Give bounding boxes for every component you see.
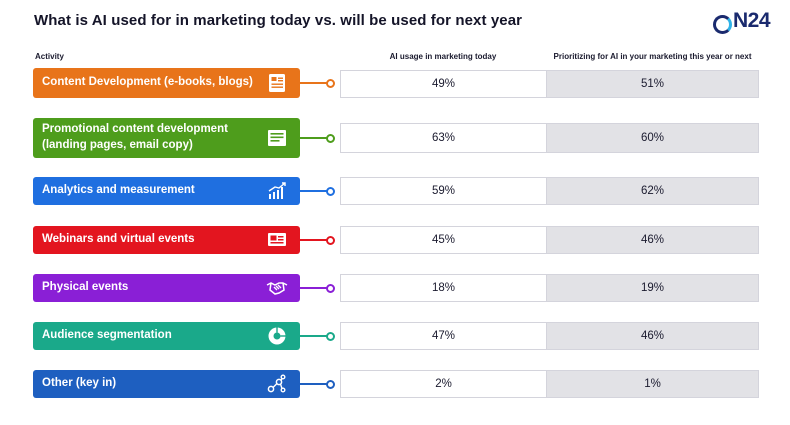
row-connector-dot — [326, 379, 335, 389]
value-next: 62% — [546, 177, 759, 205]
chart-title: What is AI used for in marketing today v… — [34, 12, 523, 29]
bar-chart-icon — [266, 180, 288, 202]
row-connector — [300, 335, 330, 337]
activity-label-box: Webinars and virtual events — [33, 226, 300, 254]
value-today: 63% — [340, 123, 546, 153]
pie-chart-icon — [266, 325, 288, 347]
activity-label-box: Physical events — [33, 274, 300, 302]
value-today: 47% — [340, 322, 546, 350]
logo-text: N24 — [733, 9, 771, 32]
value-next: 19% — [546, 274, 759, 302]
value-next: 51% — [546, 70, 759, 98]
value-today: 2% — [340, 370, 546, 398]
value-next: 60% — [546, 123, 759, 153]
value-today: 49% — [340, 70, 546, 98]
activity-label-box: Content Development (e-books, blogs) — [33, 68, 300, 98]
activity-label-box: Audience segmentation — [33, 322, 300, 350]
on24-logo: N24 — [713, 6, 771, 36]
activity-label-box: Other (key in) — [33, 370, 300, 398]
activity-label: Other (key in) — [42, 377, 117, 390]
row-connector-dot — [326, 186, 335, 196]
row-connector-dot — [326, 235, 335, 245]
row-connector-dot — [326, 331, 335, 341]
activity-label: Content Development (e-books, blogs) — [42, 76, 253, 89]
activity-label-box: Promotional content development (landing… — [33, 118, 300, 158]
column-header-activity: Activity — [35, 52, 64, 61]
column-header-today: AI usage in marketing today — [389, 52, 497, 61]
row-connector — [300, 137, 330, 139]
value-today: 18% — [340, 274, 546, 302]
row-connector-dot — [326, 283, 335, 293]
presentation-icon — [266, 229, 288, 251]
value-today: 45% — [340, 226, 546, 254]
activity-label: Webinars and virtual events — [42, 233, 195, 246]
activity-label: Audience segmentation — [42, 329, 172, 342]
row-connector — [300, 239, 330, 241]
activity-label: Physical events — [42, 281, 129, 294]
activity-label: Promotional content development (landing… — [42, 123, 228, 151]
activity-label-box: Analytics and measurement — [33, 177, 300, 205]
row-connector — [300, 287, 330, 289]
row-connector-dot — [326, 78, 335, 88]
network-icon — [266, 373, 288, 395]
column-header-next: Prioritizing for AI in your marketing th… — [553, 52, 752, 61]
row-connector — [300, 82, 330, 84]
value-next: 46% — [546, 226, 759, 254]
value-next: 1% — [546, 370, 759, 398]
document-icon — [266, 72, 288, 94]
activity-label: Analytics and measurement — [42, 184, 195, 197]
row-connector — [300, 383, 330, 385]
logo-o-mark — [713, 14, 732, 34]
value-next: 46% — [546, 322, 759, 350]
newsletter-icon — [266, 127, 288, 149]
handshake-icon — [266, 277, 288, 299]
row-connector — [300, 190, 330, 192]
value-today: 59% — [340, 177, 546, 205]
row-connector-dot — [326, 133, 335, 143]
